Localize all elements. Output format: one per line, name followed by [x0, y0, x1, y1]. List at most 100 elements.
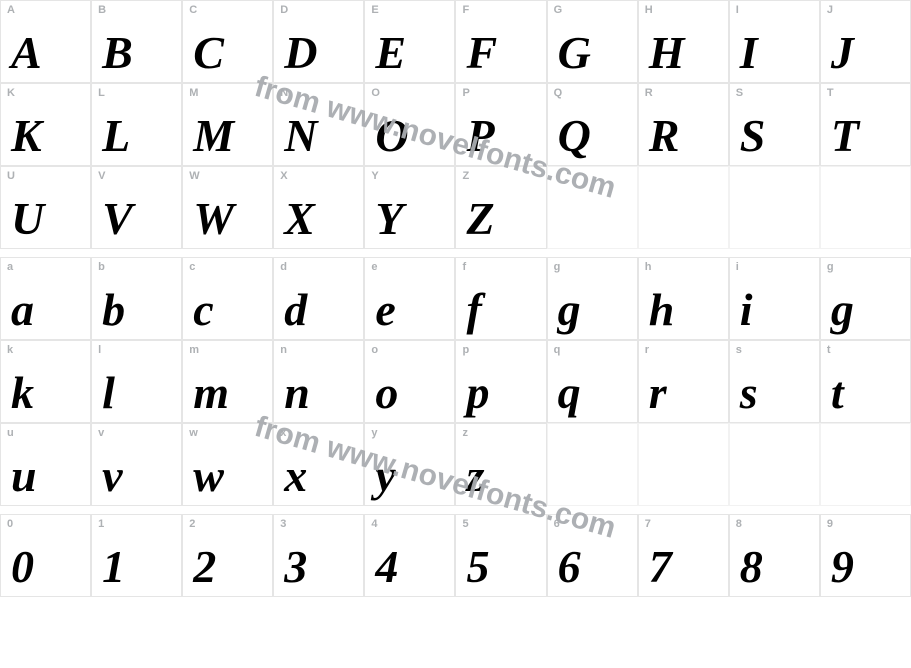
cell-glyph: r — [649, 370, 667, 416]
cell-glyph: y — [375, 453, 395, 499]
cell-label: X — [280, 170, 287, 182]
glyph-cell — [547, 423, 638, 506]
glyph-cell: ee — [364, 257, 455, 340]
glyph-cell: rr — [638, 340, 729, 423]
glyph-cell: YY — [364, 166, 455, 249]
cell-label: q — [554, 344, 561, 356]
cell-label: 8 — [736, 518, 742, 530]
cell-glyph: 4 — [375, 544, 398, 590]
glyph-cell: hh — [638, 257, 729, 340]
cell-glyph: E — [375, 30, 406, 76]
glyph-cell: DD — [273, 0, 364, 83]
glyph-cell: VV — [91, 166, 182, 249]
glyph-cell: JJ — [820, 0, 911, 83]
cell-glyph: x — [284, 453, 307, 499]
cell-label: v — [98, 427, 104, 439]
cell-glyph: A — [11, 30, 42, 76]
glyph-cell: UU — [0, 166, 91, 249]
glyph-cell: OO — [364, 83, 455, 166]
cell-label: F — [462, 4, 469, 16]
cell-label: H — [645, 4, 653, 16]
font-chart-container: AABBCCDDEEFFGGHHIIJJKKLLMMNNOOPPQQRRSSTT… — [0, 0, 911, 597]
glyph-cell: xx — [273, 423, 364, 506]
glyph-cell — [638, 166, 729, 249]
cell-glyph: b — [102, 287, 125, 333]
cell-label: d — [280, 261, 287, 273]
cell-glyph: e — [375, 287, 395, 333]
glyph-cell: GG — [547, 0, 638, 83]
cell-label: N — [280, 87, 288, 99]
cell-label: J — [827, 4, 833, 16]
glyph-cell: kk — [0, 340, 91, 423]
glyph-cell: ZZ — [455, 166, 546, 249]
cell-label: 3 — [280, 518, 286, 530]
cell-glyph: f — [466, 287, 481, 333]
glyph-cell: HH — [638, 0, 729, 83]
cell-glyph: u — [11, 453, 37, 499]
glyph-cell: yy — [364, 423, 455, 506]
glyph-cell: 77 — [638, 514, 729, 597]
cell-label: Y — [371, 170, 378, 182]
cell-label: t — [827, 344, 831, 356]
glyph-cell: cc — [182, 257, 273, 340]
cell-label: 7 — [645, 518, 651, 530]
cell-label: b — [98, 261, 105, 273]
cell-label: P — [462, 87, 469, 99]
cell-label: g — [554, 261, 561, 273]
glyph-cell — [638, 423, 729, 506]
cell-label: x — [280, 427, 286, 439]
glyph-cell: ff — [455, 257, 546, 340]
cell-label: G — [554, 4, 563, 16]
glyph-cell: ss — [729, 340, 820, 423]
cell-glyph: z — [466, 453, 484, 499]
cell-glyph: V — [102, 196, 133, 242]
cell-glyph: n — [284, 370, 310, 416]
glyph-cell: dd — [273, 257, 364, 340]
glyph-grid: AABBCCDDEEFFGGHHIIJJKKLLMMNNOOPPQQRRSSTT… — [0, 0, 911, 597]
cell-glyph: g — [831, 287, 854, 333]
cell-glyph: 5 — [466, 544, 489, 590]
cell-glyph: i — [740, 287, 753, 333]
glyph-cell: 99 — [820, 514, 911, 597]
cell-glyph: s — [740, 370, 758, 416]
cell-label: 2 — [189, 518, 195, 530]
cell-glyph: O — [375, 113, 408, 159]
glyph-cell: CC — [182, 0, 273, 83]
cell-label: W — [189, 170, 199, 182]
cell-label: z — [462, 427, 468, 439]
cell-glyph: p — [466, 370, 489, 416]
cell-label: 9 — [827, 518, 833, 530]
cell-label: g — [827, 261, 834, 273]
cell-glyph: G — [558, 30, 591, 76]
cell-label: E — [371, 4, 378, 16]
cell-glyph: a — [11, 287, 34, 333]
glyph-cell: uu — [0, 423, 91, 506]
glyph-cell: ii — [729, 257, 820, 340]
cell-label: A — [7, 4, 15, 16]
cell-label: u — [7, 427, 14, 439]
cell-glyph: Z — [466, 196, 494, 242]
glyph-cell: TT — [820, 83, 911, 166]
cell-glyph: I — [740, 30, 758, 76]
glyph-cell: 33 — [273, 514, 364, 597]
cell-glyph: P — [466, 113, 494, 159]
glyph-cell: ll — [91, 340, 182, 423]
cell-glyph: 1 — [102, 544, 125, 590]
glyph-cell: RR — [638, 83, 729, 166]
glyph-cell: BB — [91, 0, 182, 83]
cell-glyph: K — [11, 113, 42, 159]
cell-glyph: H — [649, 30, 685, 76]
cell-label: V — [98, 170, 105, 182]
cell-label: n — [280, 344, 287, 356]
glyph-cell: SS — [729, 83, 820, 166]
cell-glyph: L — [102, 113, 130, 159]
glyph-cell: 00 — [0, 514, 91, 597]
glyph-cell: NN — [273, 83, 364, 166]
cell-glyph: 7 — [649, 544, 672, 590]
cell-label: k — [7, 344, 13, 356]
cell-glyph: B — [102, 30, 133, 76]
cell-label: I — [736, 4, 739, 16]
cell-glyph: k — [11, 370, 34, 416]
glyph-cell: ww — [182, 423, 273, 506]
cell-label: O — [371, 87, 380, 99]
